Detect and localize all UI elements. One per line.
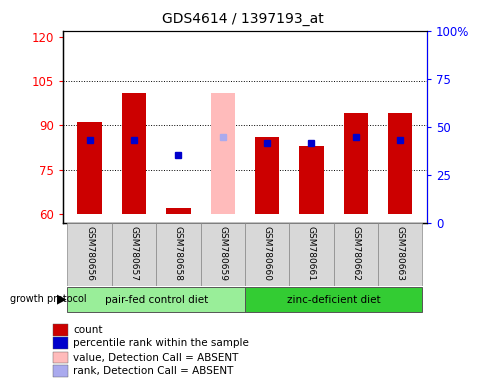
Text: percentile rank within the sample: percentile rank within the sample: [73, 338, 249, 348]
Text: growth protocol: growth protocol: [10, 294, 86, 304]
Bar: [343, 113, 367, 214]
Bar: [53, 324, 68, 336]
Text: GSM780657: GSM780657: [129, 226, 138, 281]
Bar: [67, 223, 112, 286]
Text: value, Detection Call = ABSENT: value, Detection Call = ABSENT: [73, 353, 238, 362]
Bar: [53, 365, 68, 377]
Text: count: count: [73, 324, 103, 334]
Bar: [255, 137, 279, 214]
Bar: [299, 146, 323, 214]
Text: GSM780660: GSM780660: [262, 226, 271, 281]
Bar: [333, 223, 377, 286]
Bar: [112, 223, 156, 286]
Bar: [166, 208, 190, 214]
Bar: [67, 287, 244, 312]
Bar: [200, 223, 244, 286]
Bar: [156, 223, 200, 286]
Bar: [53, 352, 68, 364]
Text: GSM780656: GSM780656: [85, 226, 94, 281]
Bar: [121, 93, 146, 214]
Bar: [244, 223, 288, 286]
Bar: [288, 223, 333, 286]
Text: GSM780659: GSM780659: [218, 226, 227, 281]
Text: GSM780663: GSM780663: [395, 226, 404, 281]
Bar: [387, 113, 411, 214]
Text: rank, Detection Call = ABSENT: rank, Detection Call = ABSENT: [73, 366, 233, 376]
Text: GDS4614 / 1397193_at: GDS4614 / 1397193_at: [161, 12, 323, 25]
Bar: [77, 122, 102, 214]
Text: GSM780662: GSM780662: [350, 226, 360, 281]
Text: GSM780658: GSM780658: [174, 226, 182, 281]
Bar: [53, 337, 68, 349]
Text: pair-fed control diet: pair-fed control diet: [105, 295, 208, 305]
Bar: [210, 93, 234, 214]
Bar: [244, 287, 422, 312]
Text: ▶: ▶: [57, 292, 66, 305]
Text: GSM780661: GSM780661: [306, 226, 315, 281]
Text: zinc-deficient diet: zinc-deficient diet: [286, 295, 379, 305]
Bar: [377, 223, 422, 286]
